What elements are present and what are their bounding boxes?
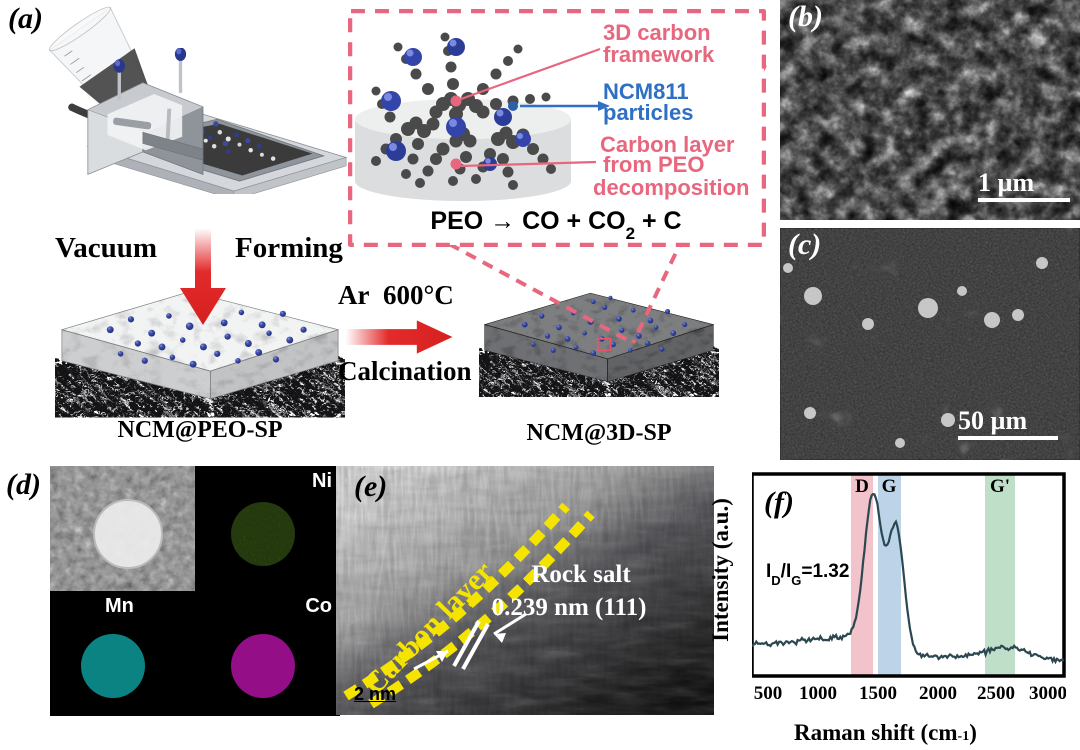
svg-text:D: D <box>855 476 869 497</box>
svg-text:decomposition: decomposition <box>593 175 749 200</box>
svg-text:G': G' <box>990 476 1010 497</box>
svg-text:2000: 2000 <box>919 683 957 704</box>
svg-text:500: 500 <box>754 683 783 704</box>
svg-text:(f): (f) <box>764 486 794 519</box>
svg-text:ID/IG=1.32: ID/IG=1.32 <box>766 561 849 588</box>
svg-text:1000: 1000 <box>799 683 837 704</box>
svg-text:G: G <box>882 476 897 497</box>
svg-text:1500: 1500 <box>859 683 897 704</box>
svg-text:from PEO: from PEO <box>603 152 704 177</box>
svg-text:2500: 2500 <box>977 683 1015 704</box>
svg-text:3000: 3000 <box>1029 683 1066 704</box>
svg-text:particles: particles <box>603 100 694 125</box>
svg-text:framework: framework <box>603 42 715 67</box>
